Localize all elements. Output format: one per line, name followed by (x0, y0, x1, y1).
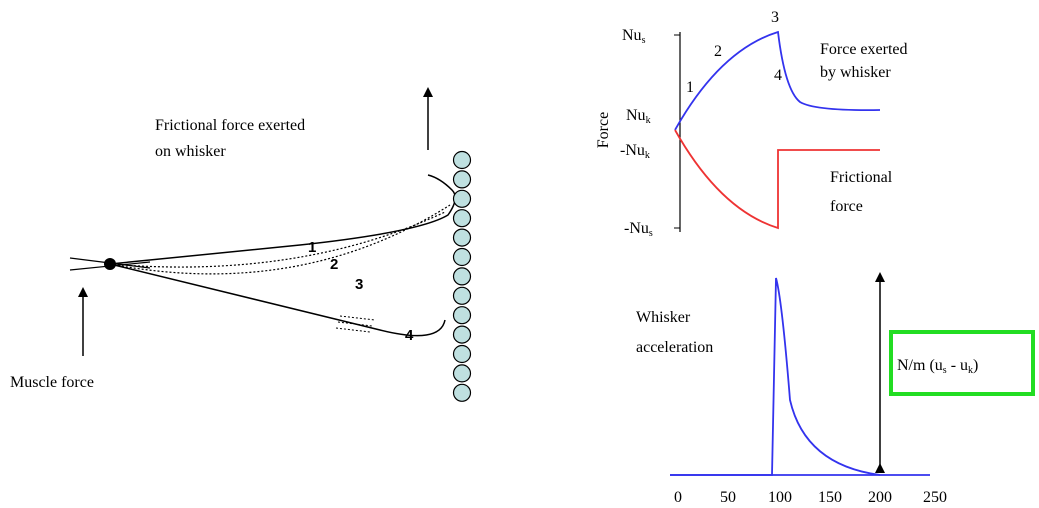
bead (454, 326, 471, 343)
muscle-label: Muscle force (10, 374, 94, 391)
position-label: 1 (308, 239, 316, 256)
y-tick-label: Nuk (626, 107, 651, 126)
plot-label: acceleration (636, 339, 713, 356)
bead (454, 307, 471, 324)
x-tick-label: 250 (923, 489, 947, 506)
bead (454, 287, 471, 304)
bead (454, 210, 471, 227)
curve-label: force (830, 198, 863, 215)
point-label: 1 (686, 79, 694, 96)
bead (454, 152, 471, 169)
friction-label: on whisker (155, 143, 226, 160)
x-tick-label: 50 (720, 489, 736, 506)
y-tick-label: -Nus (624, 220, 653, 239)
friction-label: Frictional force exerted (155, 117, 305, 134)
bead (454, 346, 471, 363)
y-tick-label: -Nuk (620, 142, 650, 161)
bead (454, 268, 471, 285)
y-axis-label: Force (595, 112, 612, 148)
y-tick-label: Nus (622, 27, 646, 46)
bead (454, 365, 471, 382)
bead (454, 384, 471, 401)
point-label: 4 (774, 67, 782, 84)
bead (454, 190, 471, 207)
diagram: Frictional force exerted on whisker Musc… (0, 0, 1039, 508)
plot-label: Whisker (636, 309, 691, 326)
point-label: 3 (771, 9, 779, 26)
position-label: 3 (355, 276, 363, 293)
formula: N/m (us - uk) (897, 357, 978, 376)
curve-label: by whisker (820, 64, 891, 81)
position-label: 4 (405, 327, 414, 344)
x-tick-label: 0 (674, 489, 682, 506)
curve-label: Frictional (830, 169, 893, 186)
bead (454, 171, 471, 188)
bead (454, 249, 471, 266)
acceleration-plot (670, 277, 1033, 475)
x-tick-label: 100 (768, 489, 792, 506)
whisker-sketch (70, 92, 471, 401)
point-label: 2 (714, 43, 722, 60)
bead (454, 229, 471, 246)
curve-label: Force exerted (820, 41, 908, 58)
position-label: 2 (330, 256, 338, 273)
x-tick-label: 150 (818, 489, 842, 506)
x-tick-label: 200 (868, 489, 892, 506)
